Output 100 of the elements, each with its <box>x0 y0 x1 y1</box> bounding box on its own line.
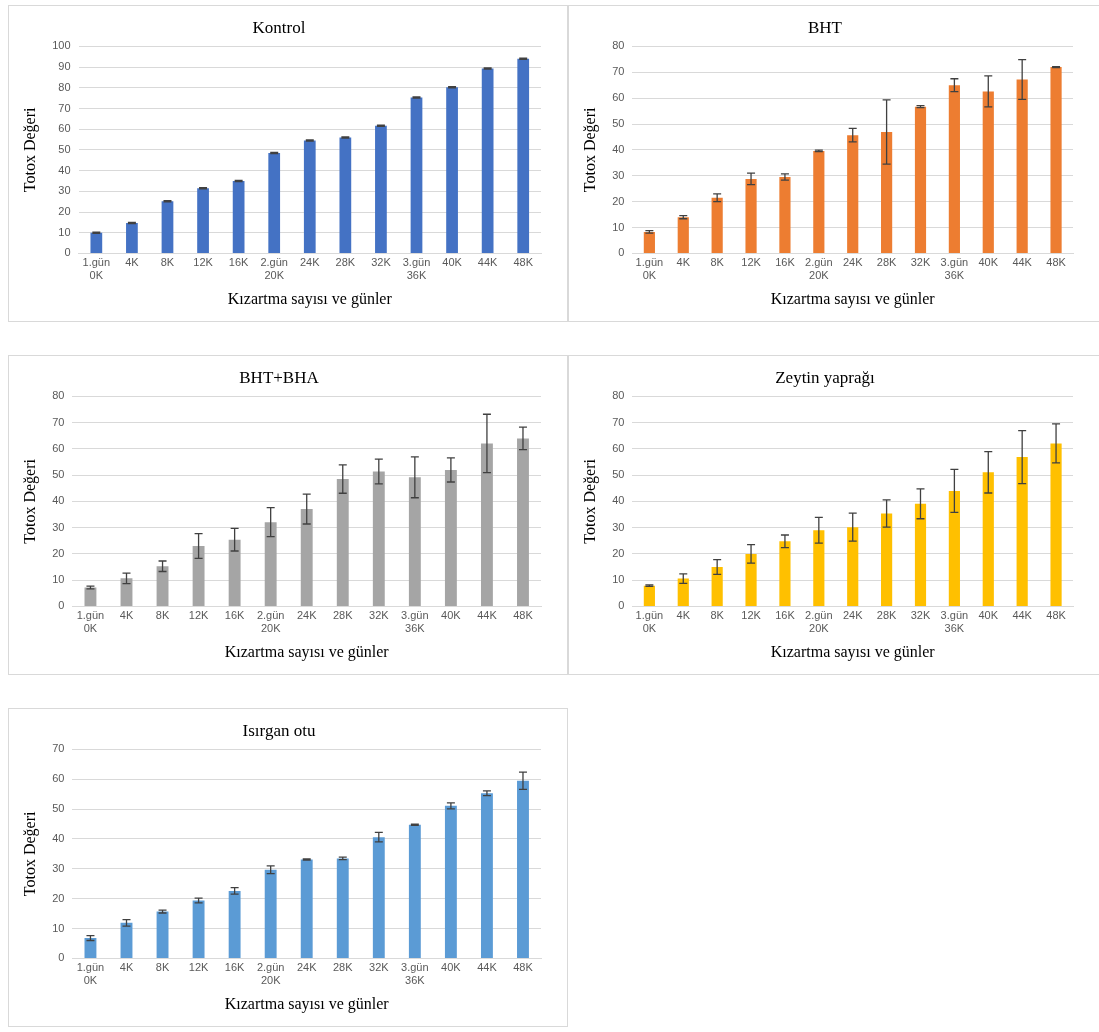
x-axis-title: Kızartma sayısı ve günler <box>770 289 936 308</box>
chart-title: BHT+BHA <box>239 367 320 387</box>
x-tick-label: 24K <box>842 256 864 269</box>
bar <box>481 68 494 253</box>
bar <box>410 97 423 253</box>
y-tick-label: 10 <box>52 921 65 934</box>
chart-title: BHT <box>808 17 843 37</box>
x-tick-label: 12K <box>188 609 210 622</box>
x-tick-label: 44K <box>1012 256 1033 269</box>
bar <box>480 793 493 958</box>
x-tick-label: 48K <box>1046 256 1067 269</box>
x-tick-label: 40K <box>978 256 999 269</box>
y-tick-label: 50 <box>52 468 65 481</box>
bar <box>745 178 757 253</box>
y-tick-label: 0 <box>618 599 625 612</box>
y-tick-label: 80 <box>612 39 625 52</box>
y-tick-label: 60 <box>52 441 65 454</box>
bar <box>228 890 241 958</box>
bar <box>336 858 349 958</box>
bar <box>711 197 723 253</box>
x-tick-label: 48K <box>513 256 534 269</box>
y-tick-label: 0 <box>58 951 65 964</box>
bar <box>408 824 421 958</box>
bar <box>408 477 421 606</box>
bar <box>711 567 723 606</box>
x-tick-label: 40K <box>978 609 999 622</box>
y-tick-label: 60 <box>58 122 71 135</box>
bar <box>126 222 138 253</box>
y-tick-label: 100 <box>52 39 71 52</box>
x-tick-label: 28K <box>335 256 356 269</box>
x-tick-label: 8K <box>155 961 170 974</box>
bar <box>643 585 655 606</box>
bar <box>228 539 241 606</box>
y-tick-label: 20 <box>52 891 65 904</box>
y-tick-label: 0 <box>64 246 71 259</box>
bar <box>264 869 277 958</box>
bar <box>120 578 133 606</box>
x-tick-label: 48K <box>513 609 534 622</box>
bar <box>1016 79 1028 253</box>
x-tick-label: 8K <box>160 256 175 269</box>
x-tick-label: 3.gün 36K <box>401 609 429 635</box>
x-tick-label: 44K <box>1012 609 1033 622</box>
x-tick-label: 8K <box>710 256 725 269</box>
y-tick-label: 60 <box>612 441 625 454</box>
bar <box>161 201 174 253</box>
bar <box>745 553 757 606</box>
y-tick-label: 20 <box>612 546 625 559</box>
bar <box>982 472 994 606</box>
y-tick-label: 10 <box>52 573 65 586</box>
x-tick-label: 2.gün 20K <box>260 256 288 282</box>
bar <box>192 900 205 958</box>
x-tick-label: 1.gün 0K <box>76 609 105 635</box>
bar <box>881 513 893 606</box>
bar <box>444 469 457 606</box>
bar <box>1050 67 1062 253</box>
y-tick-label: 0 <box>618 246 625 259</box>
x-tick-label: 32K <box>910 256 931 269</box>
bar <box>232 180 245 253</box>
y-tick-label: 20 <box>52 546 65 559</box>
bar <box>517 58 530 253</box>
y-tick-label: 70 <box>52 742 65 755</box>
x-tick-label: 28K <box>876 609 898 622</box>
x-tick-label: 48K <box>1046 609 1067 622</box>
bar <box>982 91 994 253</box>
x-axis-title: Kızartma sayısı ve günler <box>224 994 390 1013</box>
y-tick-label: 40 <box>52 494 65 507</box>
bar <box>192 546 205 606</box>
bar <box>444 805 457 958</box>
y-axis-title: Totox Değeri <box>20 107 39 193</box>
bar <box>120 922 133 958</box>
chart-title: Kontrol <box>252 17 306 37</box>
x-tick-label: 3.gün 36K <box>940 609 969 635</box>
x-axis-title: Kızartma sayısı ve günler <box>224 642 390 661</box>
x-tick-label: 32K <box>910 609 931 622</box>
bar <box>90 232 103 253</box>
bar <box>677 578 689 606</box>
x-tick-label: 32K <box>369 961 390 974</box>
bar <box>372 471 385 606</box>
y-tick-label: 40 <box>52 832 65 844</box>
bar <box>339 137 352 253</box>
bar <box>372 837 385 958</box>
x-tick-label: 16K <box>224 961 246 974</box>
x-tick-label: 24K <box>842 609 864 622</box>
x-tick-label: 12K <box>741 256 762 269</box>
x-tick-label: 4K <box>119 609 134 622</box>
x-tick-label: 12K <box>188 961 210 974</box>
y-tick-label: 10 <box>612 573 625 586</box>
y-tick-label: 70 <box>58 101 71 114</box>
bar <box>517 780 529 958</box>
y-tick-label: 70 <box>612 415 625 428</box>
y-tick-label: 10 <box>612 220 625 233</box>
x-tick-label: 28K <box>876 256 898 269</box>
bar <box>336 479 349 606</box>
bar <box>480 443 493 606</box>
bar <box>268 153 281 253</box>
bar <box>914 503 927 606</box>
x-tick-label: 32K <box>369 609 390 622</box>
x-tick-label: 16K <box>775 256 796 269</box>
chart-title: Zeytin yaprağı <box>775 367 876 387</box>
y-tick-label: 50 <box>612 468 625 481</box>
